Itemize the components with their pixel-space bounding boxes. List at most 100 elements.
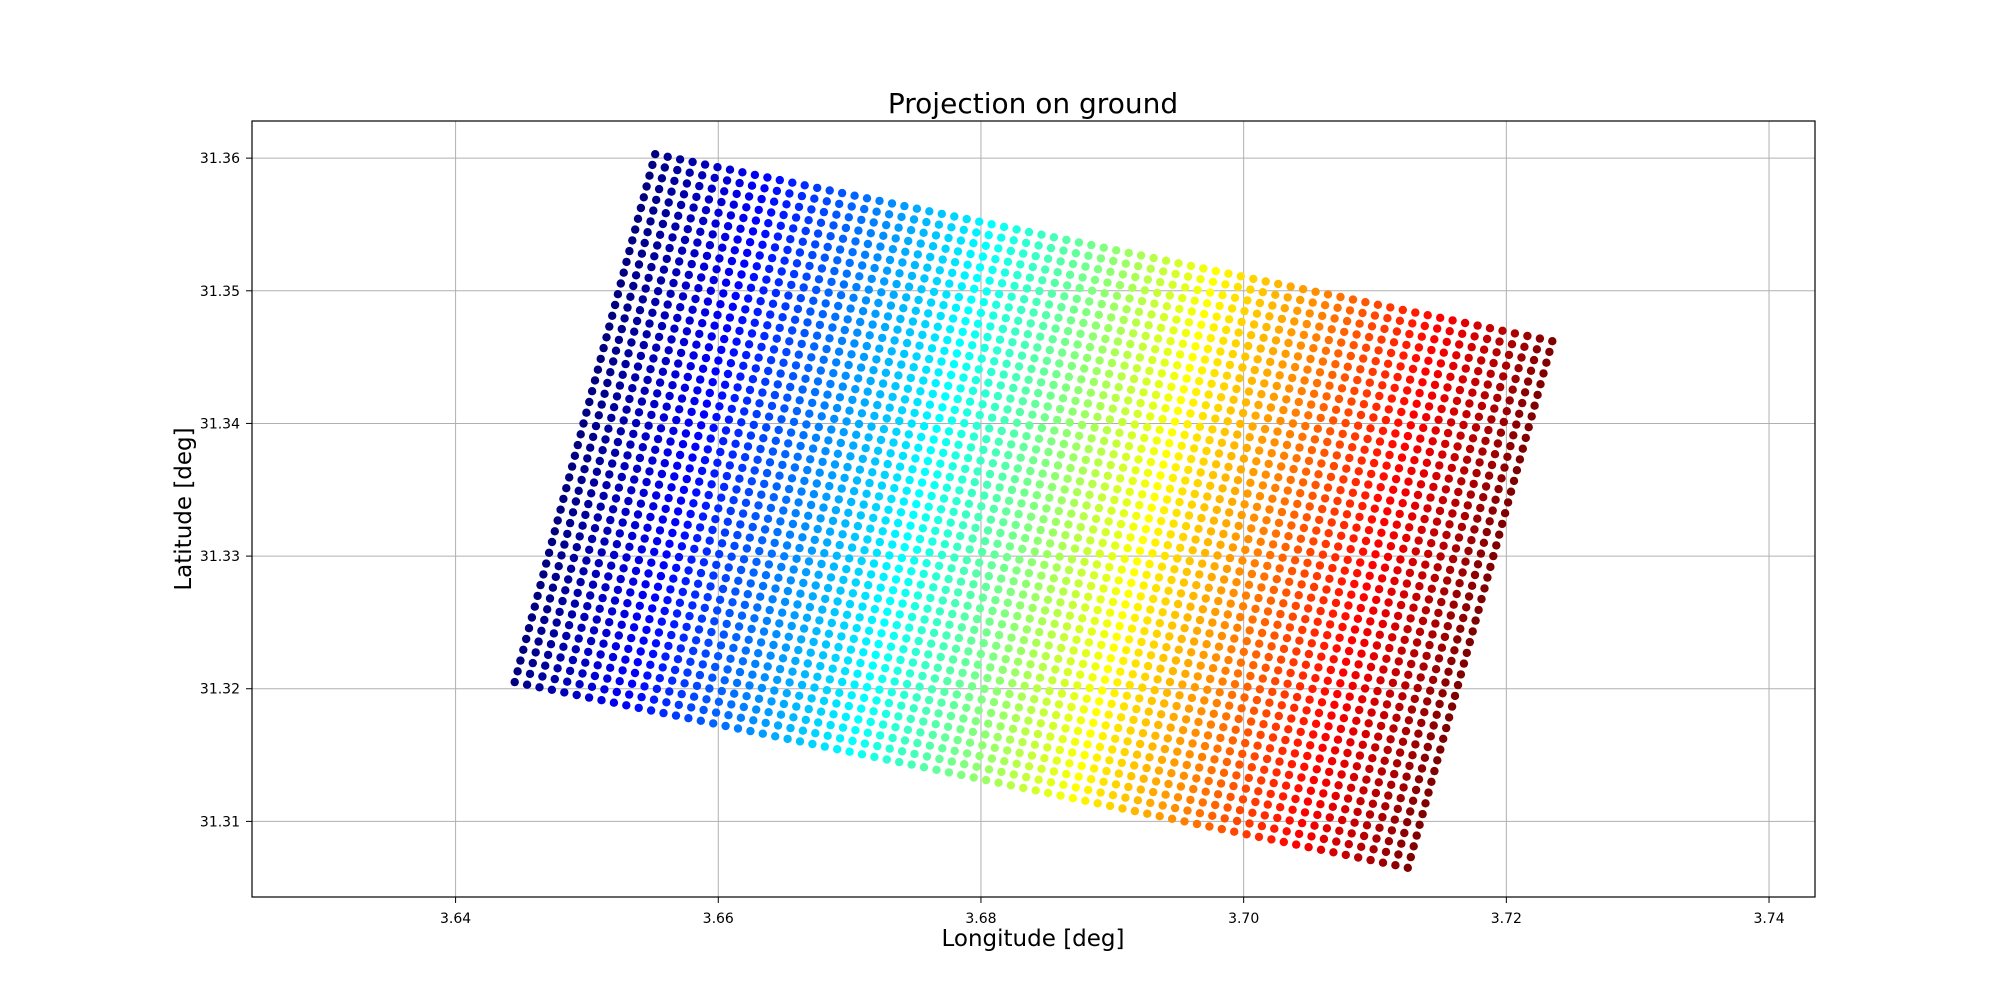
scatter-point bbox=[1403, 818, 1412, 827]
scatter-point bbox=[1457, 477, 1466, 486]
scatter-point bbox=[722, 471, 732, 481]
scatter-point bbox=[1417, 718, 1426, 728]
scatter-point bbox=[556, 505, 565, 514]
scatter-point bbox=[769, 345, 779, 354]
scatter-point bbox=[646, 512, 655, 522]
scatter-point bbox=[931, 526, 940, 536]
scatter-point bbox=[1185, 363, 1194, 373]
scatter-point bbox=[1163, 734, 1173, 743]
scatter-point bbox=[1241, 545, 1250, 555]
scatter-point bbox=[604, 572, 613, 581]
scatter-point bbox=[665, 243, 674, 253]
scatter-point bbox=[885, 551, 894, 560]
scatter-point bbox=[782, 541, 792, 550]
scatter-point bbox=[1361, 536, 1371, 546]
scatter-point bbox=[1252, 309, 1262, 318]
scatter-point bbox=[604, 424, 613, 433]
scatter-point bbox=[1366, 424, 1375, 433]
scatter-point bbox=[1366, 855, 1375, 865]
scatter-point bbox=[866, 376, 875, 386]
scatter-point bbox=[1029, 649, 1038, 658]
scatter-point bbox=[859, 352, 869, 362]
scatter-point bbox=[1417, 764, 1427, 773]
scatter-point bbox=[1437, 643, 1447, 652]
scatter-point bbox=[1470, 570, 1480, 580]
scatter-point bbox=[946, 370, 956, 380]
scatter-point bbox=[1285, 384, 1294, 393]
scatter-point bbox=[1096, 254, 1106, 263]
scatter-point bbox=[1253, 741, 1262, 750]
scatter-point bbox=[1207, 379, 1216, 388]
scatter-point bbox=[792, 702, 801, 711]
scatter-point bbox=[628, 236, 637, 245]
scatter-point bbox=[814, 422, 823, 432]
scatter-point bbox=[1372, 402, 1381, 411]
scatter-point bbox=[1211, 800, 1220, 810]
scatter-point bbox=[645, 319, 654, 328]
scatter-point bbox=[908, 465, 917, 474]
scatter-point bbox=[1378, 812, 1387, 822]
scatter-point bbox=[787, 474, 797, 483]
scatter-point bbox=[1059, 439, 1069, 449]
scatter-point bbox=[1062, 235, 1071, 245]
scatter-point bbox=[1250, 559, 1260, 568]
scatter-point bbox=[1441, 485, 1451, 494]
scatter-point bbox=[1213, 790, 1223, 799]
scatter-point bbox=[814, 275, 824, 284]
scatter-point bbox=[1222, 564, 1232, 574]
scatter-point bbox=[1249, 661, 1258, 670]
scatter-point bbox=[1108, 404, 1118, 413]
scatter-point bbox=[1246, 331, 1256, 340]
scatter-point bbox=[1246, 478, 1255, 487]
scatter-point bbox=[1233, 430, 1242, 439]
scatter-point bbox=[960, 419, 969, 428]
scatter-point bbox=[1444, 667, 1453, 676]
scatter-point bbox=[1376, 676, 1385, 685]
scatter-point bbox=[1081, 649, 1091, 658]
scatter-point bbox=[1069, 453, 1078, 462]
scatter-point bbox=[991, 596, 1000, 605]
scatter-point bbox=[1107, 506, 1116, 515]
scatter-point bbox=[747, 329, 757, 338]
scatter-point bbox=[1047, 437, 1056, 446]
scatter-point bbox=[1332, 837, 1341, 846]
scatter-point bbox=[1293, 545, 1303, 554]
scatter-point bbox=[1224, 655, 1233, 665]
scatter-point bbox=[796, 589, 805, 598]
scatter-point bbox=[1268, 301, 1277, 310]
scatter-point bbox=[1153, 288, 1162, 298]
scatter-point bbox=[897, 553, 906, 563]
scatter-point bbox=[847, 497, 856, 507]
scatter-point bbox=[958, 521, 968, 530]
scatter-point bbox=[1151, 390, 1161, 400]
scatter-point bbox=[1039, 321, 1048, 331]
scatter-point bbox=[1016, 453, 1025, 462]
scatter-point bbox=[1085, 490, 1094, 499]
scatter-point bbox=[1050, 472, 1060, 481]
scatter-point bbox=[535, 683, 544, 692]
scatter-point bbox=[1019, 295, 1029, 304]
scatter-point bbox=[1049, 574, 1059, 583]
scatter-point bbox=[1284, 532, 1293, 541]
scatter-point bbox=[693, 534, 702, 543]
scatter-point bbox=[1426, 686, 1435, 695]
scatter-point bbox=[1292, 840, 1301, 849]
scatter-point bbox=[702, 251, 712, 261]
scatter-point bbox=[1222, 712, 1231, 721]
scatter-point bbox=[1031, 786, 1040, 795]
scatter-point bbox=[1309, 344, 1318, 353]
scatter-point bbox=[1236, 612, 1245, 622]
scatter-point bbox=[764, 219, 773, 228]
scatter-point bbox=[1107, 699, 1116, 709]
scatter-point bbox=[738, 168, 747, 177]
scatter-point bbox=[531, 648, 540, 657]
scatter-point bbox=[1079, 512, 1088, 521]
scatter-point bbox=[1235, 760, 1244, 769]
scatter-point bbox=[1374, 539, 1383, 548]
scatter-point bbox=[525, 669, 535, 679]
scatter-point bbox=[1184, 465, 1193, 475]
scatter-point bbox=[1347, 829, 1356, 838]
scatter-point bbox=[826, 720, 835, 730]
scatter-point bbox=[672, 563, 681, 573]
scatter-point bbox=[706, 286, 715, 295]
